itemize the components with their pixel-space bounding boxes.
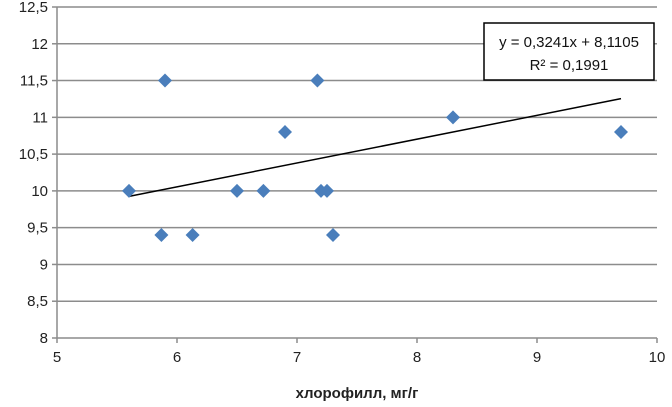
equation-box: y = 0,3241x + 8,1105 R² = 0,1991	[483, 22, 655, 81]
data-point	[278, 125, 292, 140]
x-tick-label: 6	[173, 349, 181, 366]
data-point	[320, 183, 334, 198]
y-tick-label: 8	[40, 330, 48, 347]
x-tick-label: 8	[413, 349, 421, 366]
trendline-equation: y = 0,3241x + 8,1105	[499, 34, 639, 51]
data-points	[122, 73, 628, 243]
data-point	[326, 228, 340, 243]
data-point	[154, 228, 169, 243]
axes	[52, 6, 658, 343]
y-tick-label: 12,5	[19, 0, 48, 16]
x-tick-label: 5	[53, 349, 61, 366]
trendline-group	[128, 97, 622, 198]
data-point	[446, 110, 460, 125]
data-point	[310, 73, 325, 88]
y-tick-label: 9	[40, 256, 48, 273]
y-tick-label: 11,5	[20, 73, 48, 90]
x-tick-label: 7	[293, 349, 301, 366]
y-tick-label: 10,5	[19, 146, 48, 163]
y-tick-label: 9,5	[27, 220, 48, 237]
x-tick-labels: 5 6 7 8 9 10	[53, 349, 666, 366]
y-tick-label: 8,5	[27, 293, 48, 310]
data-point	[122, 183, 136, 198]
data-point	[230, 183, 244, 198]
x-tick-label: 9	[533, 349, 541, 366]
equation-box-frame	[483, 22, 655, 81]
x-axis-label: хлорофилл, мг/г	[296, 385, 419, 402]
y-tick-label: 12	[31, 36, 48, 53]
r-squared-label: R² = 0,1991	[530, 57, 609, 74]
x-tick-label: 10	[649, 349, 666, 366]
data-point	[256, 183, 271, 198]
trendline	[128, 97, 622, 198]
y-tick-label: 10	[31, 183, 48, 200]
data-point	[158, 73, 172, 88]
data-point	[185, 228, 200, 243]
data-point	[614, 125, 628, 140]
y-tick-label: 11	[32, 109, 48, 126]
y-tick-labels: 8 8,5 9 9,5 10 10,5 11 11,5 12 12,5	[19, 0, 48, 347]
